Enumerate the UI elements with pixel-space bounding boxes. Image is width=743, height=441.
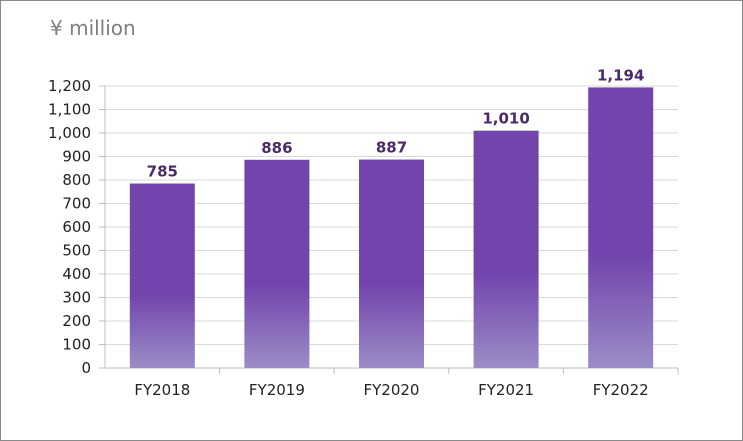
x-tick-label: FY2021 (478, 381, 534, 399)
data-label: 887 (376, 139, 407, 157)
x-tick-label: FY2019 (249, 381, 305, 399)
y-tick-label: 100 (62, 336, 91, 354)
y-tick-label: 500 (62, 242, 91, 260)
data-label: 1,010 (482, 110, 529, 128)
y-tick-label: 800 (62, 171, 91, 189)
y-tick-label: 1,100 (48, 101, 91, 119)
x-tick-label: FY2020 (364, 381, 420, 399)
y-axis: 0 100 200 300 400 500 600 700 800 900 1,000 1,100 1,… (48, 77, 106, 377)
y-tick-label: 1,000 (48, 124, 91, 142)
bars: 785 886 887 1,010 1,194 (129, 66, 654, 368)
data-label: 785 (147, 163, 178, 181)
y-tick-label: 0 (81, 359, 91, 377)
y-tick-label: 200 (62, 312, 91, 330)
y-tick-label: 700 (62, 195, 91, 213)
data-label: 1,194 (597, 66, 644, 84)
x-axis: FY2018 FY2019 FY2020 FY2021 FY2022 (134, 368, 679, 399)
y-tick-label: 900 (62, 148, 91, 166)
bar (359, 159, 424, 368)
data-label: 886 (261, 139, 292, 157)
y-tick-label: 1,200 (48, 77, 91, 95)
y-tick-label: 300 (62, 289, 91, 307)
unit-label: ¥ million (50, 16, 136, 40)
bar (244, 159, 310, 368)
bar (588, 87, 654, 368)
x-tick-label: FY2018 (134, 381, 190, 399)
bar (473, 130, 539, 368)
y-tick-label: 600 (62, 218, 91, 236)
x-tick-label: FY2022 (593, 381, 649, 399)
y-tick-label: 400 (62, 265, 91, 283)
bar (129, 183, 195, 368)
